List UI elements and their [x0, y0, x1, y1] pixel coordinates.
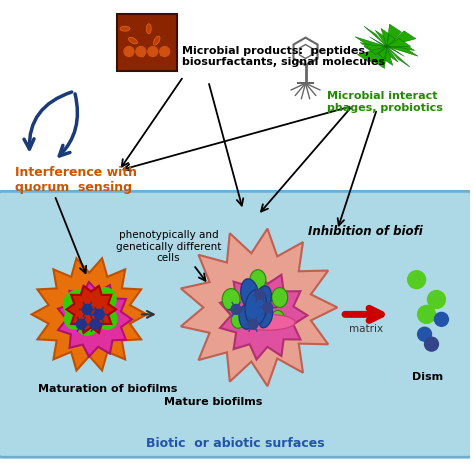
Text: Biotic  or abiotic surfaces: Biotic or abiotic surfaces [146, 437, 324, 450]
Polygon shape [360, 43, 387, 51]
Circle shape [160, 46, 170, 56]
Circle shape [148, 46, 158, 56]
Polygon shape [373, 46, 387, 58]
Circle shape [92, 288, 116, 311]
Polygon shape [387, 46, 418, 56]
Polygon shape [381, 46, 393, 65]
Ellipse shape [137, 48, 144, 57]
Polygon shape [357, 46, 387, 63]
Polygon shape [181, 228, 337, 386]
Circle shape [428, 291, 446, 309]
Text: matrix: matrix [349, 324, 383, 334]
Polygon shape [387, 46, 404, 56]
Text: phenotypically and
genetically different
cells: phenotypically and genetically different… [116, 230, 221, 263]
Ellipse shape [272, 288, 288, 308]
Polygon shape [370, 37, 387, 46]
Ellipse shape [154, 36, 160, 45]
Polygon shape [364, 46, 387, 55]
Polygon shape [373, 46, 387, 68]
Circle shape [425, 337, 438, 351]
Ellipse shape [222, 289, 240, 310]
Polygon shape [387, 46, 410, 67]
Circle shape [263, 302, 273, 312]
Text: Inhibition of biofi: Inhibition of biofi [308, 225, 422, 238]
Circle shape [64, 291, 91, 319]
Circle shape [94, 310, 104, 319]
Polygon shape [58, 282, 132, 356]
Circle shape [76, 313, 98, 335]
Bar [117, 14, 177, 72]
Circle shape [82, 304, 92, 314]
Text: Interference with
quorum  sensing: Interference with quorum sensing [15, 165, 137, 193]
Polygon shape [32, 258, 147, 371]
Ellipse shape [128, 37, 137, 44]
Polygon shape [375, 30, 387, 46]
Polygon shape [66, 286, 116, 333]
Polygon shape [381, 28, 393, 46]
Ellipse shape [245, 290, 267, 325]
Ellipse shape [160, 49, 169, 56]
Ellipse shape [241, 279, 259, 310]
Ellipse shape [250, 270, 266, 290]
Polygon shape [387, 43, 415, 51]
Ellipse shape [271, 310, 285, 328]
Circle shape [64, 310, 84, 329]
Circle shape [90, 319, 100, 329]
Ellipse shape [120, 26, 130, 31]
Circle shape [124, 46, 134, 56]
Ellipse shape [259, 307, 273, 328]
Ellipse shape [255, 286, 271, 313]
Circle shape [97, 310, 117, 329]
Circle shape [255, 290, 265, 300]
Circle shape [418, 305, 436, 323]
Polygon shape [364, 26, 387, 46]
Ellipse shape [231, 310, 245, 328]
Text: Microbial products:  peptides,
biosurfactants, signal molecules: Microbial products: peptides, biosurfact… [182, 46, 384, 67]
Text: Dism: Dism [411, 372, 443, 382]
Circle shape [136, 46, 146, 56]
Polygon shape [387, 38, 411, 46]
Ellipse shape [239, 305, 253, 329]
Text: Maturation of biofilms: Maturation of biofilms [38, 384, 177, 394]
Polygon shape [220, 271, 308, 360]
Circle shape [76, 319, 86, 329]
Polygon shape [355, 36, 387, 46]
Polygon shape [387, 31, 416, 46]
Polygon shape [386, 46, 398, 62]
Text: Mature biofilms: Mature biofilms [164, 397, 263, 407]
Polygon shape [387, 35, 401, 46]
Circle shape [408, 271, 426, 289]
Circle shape [231, 304, 241, 314]
Circle shape [248, 319, 258, 329]
Ellipse shape [146, 24, 151, 34]
Circle shape [435, 312, 448, 326]
Circle shape [418, 327, 431, 341]
Ellipse shape [240, 314, 295, 330]
FancyBboxPatch shape [0, 191, 472, 457]
Polygon shape [387, 24, 401, 46]
Text: Microbial interact
phages, probiotics: Microbial interact phages, probiotics [328, 91, 443, 113]
